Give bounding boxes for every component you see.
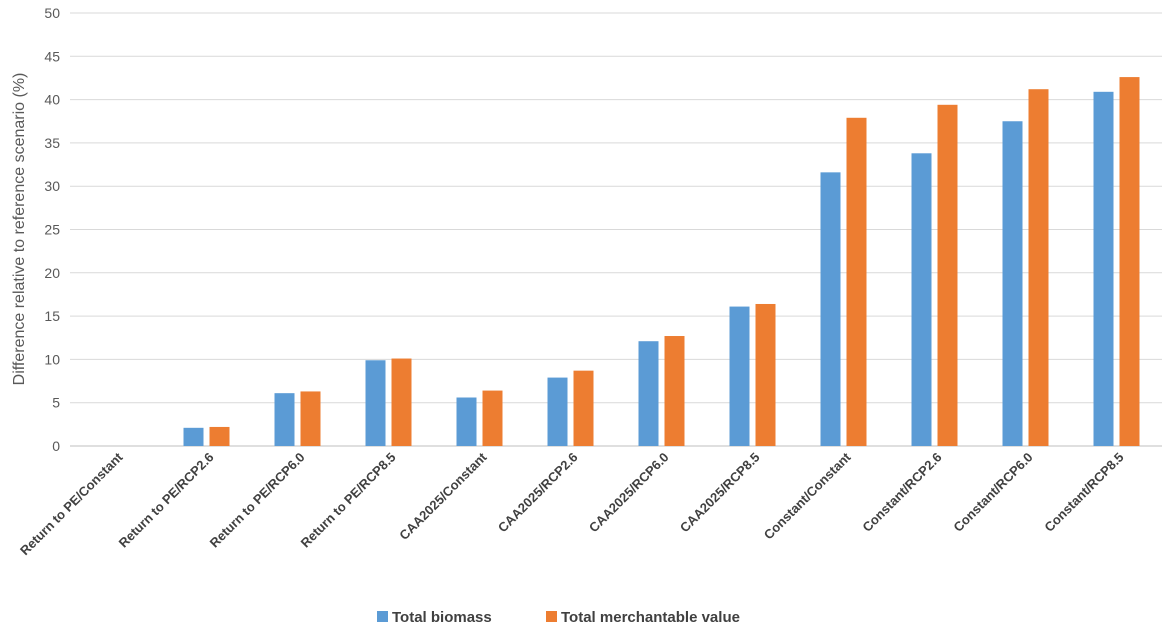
bar-total-merchantable-value: [391, 358, 412, 446]
legend: Total biomass Total merchantable value: [377, 609, 740, 626]
x-category-label: CAA2025/RCP2.6: [495, 450, 581, 536]
y-axis-title: Difference relative to reference scenari…: [11, 73, 28, 386]
bar-total-biomass: [1002, 121, 1023, 446]
bar-total-biomass: [547, 377, 568, 446]
bar-total-biomass: [183, 427, 204, 446]
y-tick-label: 50: [44, 5, 60, 21]
x-category-label: CAA2025/Constant: [396, 449, 490, 543]
x-category-label: Constant/RCP6.0: [950, 450, 1035, 535]
x-category-label: Constant/RCP8.5: [1041, 450, 1126, 535]
bars: [183, 77, 1140, 447]
bar-total-merchantable-value: [846, 117, 867, 446]
legend-swatch: [546, 611, 557, 622]
bar-total-biomass: [638, 341, 659, 446]
y-tick-label: 20: [44, 265, 60, 281]
y-tick-label: 15: [44, 308, 60, 324]
x-category-label: CAA2025/RCP6.0: [586, 450, 672, 536]
bar-total-biomass: [729, 306, 750, 446]
legend-swatch: [377, 611, 388, 622]
x-category-label: Constant/RCP2.6: [859, 450, 944, 535]
x-category-label: Return to PE/Constant: [17, 449, 126, 558]
bar-total-merchantable-value: [1028, 89, 1049, 446]
x-category-label: Constant/Constant: [761, 449, 854, 542]
bar-total-biomass: [456, 397, 477, 446]
y-tick-label: 30: [44, 178, 60, 194]
y-tick-label: 40: [44, 92, 60, 108]
bar-total-merchantable-value: [482, 390, 503, 446]
bar-total-merchantable-value: [573, 370, 594, 446]
bar-total-merchantable-value: [755, 303, 776, 446]
x-category-label: Return to PE/RCP6.0: [207, 450, 308, 551]
y-tick-label: 0: [52, 438, 60, 454]
bar-total-biomass: [274, 393, 295, 446]
legend-label: Total biomass: [392, 609, 492, 626]
y-tick-label: 10: [44, 351, 60, 367]
bar-total-merchantable-value: [209, 426, 230, 446]
bar-total-biomass: [820, 172, 841, 446]
legend-label: Total merchantable value: [561, 609, 740, 626]
y-tick-label: 25: [44, 222, 60, 238]
y-tick-label: 45: [44, 48, 60, 64]
bar-total-merchantable-value: [937, 104, 958, 447]
gridlines: [70, 12, 1162, 447]
bar-total-merchantable-value: [300, 391, 321, 446]
bar-total-biomass: [1093, 91, 1114, 446]
x-category-label: Return to PE/RCP2.6: [116, 450, 217, 551]
x-category-label: CAA2025/RCP8.5: [677, 450, 763, 536]
bar-total-biomass: [911, 153, 932, 447]
x-category-label: Return to PE/RCP8.5: [298, 450, 399, 551]
bar-total-merchantable-value: [664, 336, 685, 446]
y-tick-label: 5: [52, 395, 60, 411]
y-axis-ticks: 0 5 10 15 20 25 30 35 40 45 50: [44, 5, 60, 454]
bar-total-merchantable-value: [1119, 77, 1140, 447]
bar-total-biomass: [365, 360, 386, 446]
y-tick-label: 35: [44, 135, 60, 151]
